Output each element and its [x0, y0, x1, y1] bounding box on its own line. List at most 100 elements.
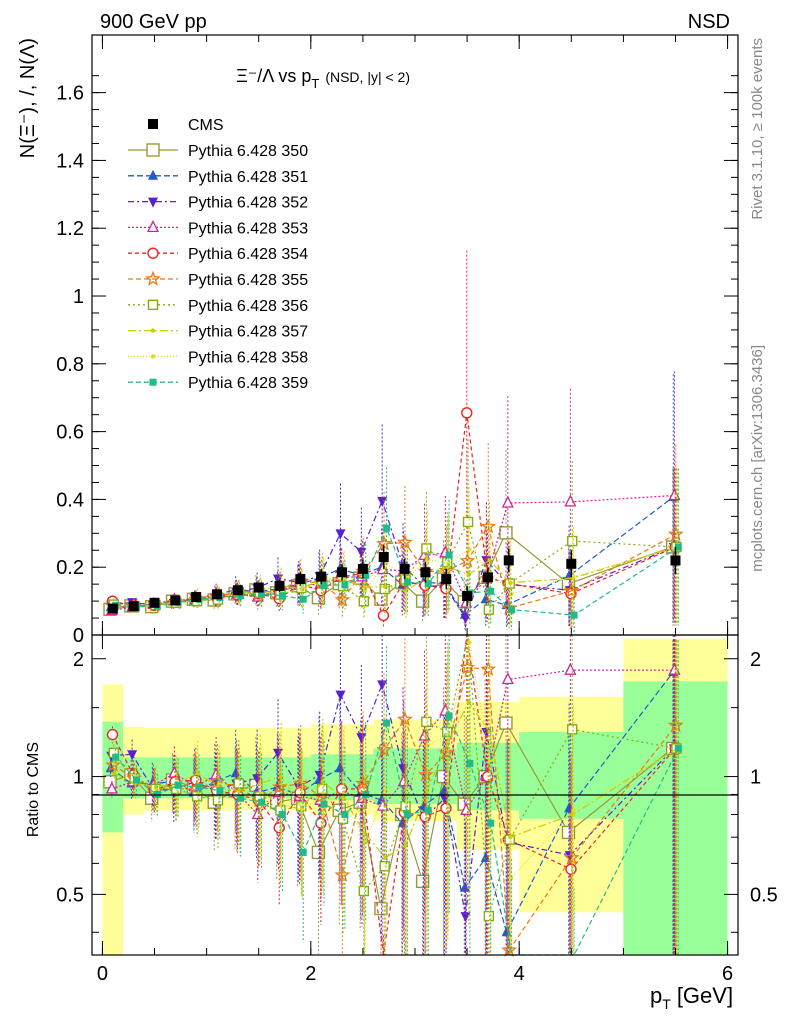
point-ratio-s352-12: [356, 733, 367, 744]
legend-label-s355: Pythia 6.428 355: [188, 272, 308, 289]
side-label-rivet: Rivet 3.1.10, ≥ 100k events: [749, 38, 766, 220]
point-ratio-s355-15: [417, 766, 434, 782]
series-line-main-s358: [114, 546, 678, 607]
x-tick-label-2: 4: [514, 963, 525, 985]
point-main-s358-15: [425, 557, 430, 562]
point-ratio-s352-11: [335, 690, 346, 701]
x-tick-label-0: 0: [97, 963, 108, 985]
point-ratio-s357-0: [112, 771, 117, 776]
point-ratio-s359-18: [487, 819, 495, 827]
cms-point-9: [295, 574, 306, 585]
point-ratio-s359-17: [466, 759, 474, 767]
legend-marker-s355: [145, 270, 161, 286]
point-ratio-s359-4: [195, 783, 203, 791]
series-line-main-s355: [113, 525, 677, 609]
cms-point-11: [337, 567, 348, 578]
point-main-s359-18: [487, 587, 495, 595]
y-tick-label-ratio-2: 2: [73, 649, 84, 671]
point-main-s355-21: [667, 525, 684, 542]
point-ratio-s356-4: [191, 791, 203, 802]
series-line-ratio-s354: [111, 634, 676, 956]
y-tick-label-main-3: 0.6: [56, 422, 84, 444]
point-ratio-s359-14: [403, 810, 411, 818]
series-line-ratio-s352: [111, 682, 675, 917]
y-axis-label-ratio: Ratio to CMS: [25, 742, 42, 837]
series-line-ratio-s357: [114, 700, 678, 859]
legend-label-s352: Pythia 6.428 352: [188, 195, 308, 212]
point-ratio-s355-8: [271, 778, 288, 794]
legend-label-s359: Pythia 6.428 359: [188, 375, 308, 392]
point-ratio-s354-20: [565, 863, 577, 875]
cms-point-4: [191, 592, 202, 603]
y-axis-label-main: N(Ξ⁻), /, N(Λ): [17, 38, 39, 158]
point-main-s359-9: [299, 595, 307, 603]
cms-point-8: [274, 580, 285, 591]
point-ratio-s352-1: [127, 750, 138, 761]
legend-label-s356: Pythia 6.428 356: [188, 298, 308, 315]
point-main-s352-12: [356, 547, 367, 558]
cms-point-10: [316, 571, 327, 582]
point-ratio-s359-10: [320, 800, 328, 808]
point-main-s358-20: [571, 574, 576, 579]
point-ratio-s357-19: [508, 834, 513, 840]
point-main-s359-20: [570, 611, 578, 619]
legend-marker-s358: [150, 354, 156, 359]
point-main-s356-20: [567, 535, 578, 547]
series-line-ratio-s350: [109, 721, 674, 909]
cms-point-16: [441, 574, 452, 585]
cms-point-17: [462, 591, 473, 602]
point-main-s355-17: [459, 552, 476, 568]
point-main-s359-14: [403, 578, 411, 586]
point-ratio-s353-19: [501, 672, 514, 685]
point-ratio-s356-16: [441, 726, 453, 738]
plot-title: Ξ⁻/Λ vs pT (NSD, |y| < 2): [236, 66, 410, 91]
point-main-s359-12: [362, 572, 370, 580]
point-main-s359-19: [508, 606, 516, 614]
y-tick-label-main-7: 1.4: [56, 150, 84, 172]
point-main-s358-16: [446, 561, 451, 566]
axis-ticks: 0 2 4 600.20.40.60.811.21.41.60.5 0.51 12 2: [56, 35, 778, 985]
point-ratio-s359-3: [174, 781, 182, 789]
point-ratio-s355-12: [355, 775, 372, 791]
point-ratio-s355-14: [396, 711, 413, 727]
point-main-s358-17: [467, 547, 472, 552]
point-ratio-s358-20: [571, 808, 576, 813]
point-ratio-s355-17: [459, 659, 476, 675]
point-ratio-s359-9: [299, 848, 307, 856]
point-ratio-s358-12: [362, 839, 368, 845]
point-ratio-s356-13: [379, 861, 390, 872]
point-ratio-s359-21: [674, 744, 682, 752]
series-line-main-s354: [112, 412, 676, 617]
point-ratio-s356-20: [567, 724, 578, 735]
point-main-s358-12: [362, 587, 368, 593]
cms-point-3: [170, 595, 181, 606]
series-s358: [112, 468, 680, 955]
point-ratio-s355-18: [480, 661, 497, 676]
point-ratio-s358-14: [404, 800, 409, 805]
point-main-s359-11: [341, 581, 349, 589]
point-ratio-s358-19: [508, 875, 514, 881]
point-ratio-s359-11: [341, 810, 349, 818]
point-ratio-s352-17: [460, 912, 471, 923]
point-ratio-s358-8: [279, 801, 284, 807]
legend-marker-s354: [147, 247, 159, 259]
cms-point-21: [670, 555, 681, 566]
y-tick-label-ratio-0: 0.5: [56, 884, 84, 906]
point-ratio-s359-16: [445, 712, 453, 720]
y-tick-label-main-2: 0.4: [56, 489, 84, 511]
point-ratio-s358-5: [217, 781, 222, 786]
point-main-s355-11: [334, 591, 351, 607]
point-main-s356-12: [358, 596, 370, 607]
point-ratio-s359-13: [383, 719, 391, 727]
point-ratio-s352-8: [272, 748, 283, 759]
point-ratio-s355-19: [501, 941, 518, 957]
legend: CMS Pythia 6.428 350 Pythia 6.428 351 Pythi…: [128, 117, 308, 392]
point-main-s354-13: [377, 609, 390, 622]
cms-point-20: [566, 558, 577, 569]
point-ratio-s359-0: [112, 753, 120, 761]
legend-label-s357: Pythia 6.428 357: [188, 324, 308, 341]
series-line-main-s359: [115, 526, 679, 616]
series-line-ratio-s351: [110, 671, 674, 934]
point-main-s359-10: [320, 581, 328, 589]
plot-title-main: Ξ⁻/Λ vs p: [236, 66, 311, 86]
